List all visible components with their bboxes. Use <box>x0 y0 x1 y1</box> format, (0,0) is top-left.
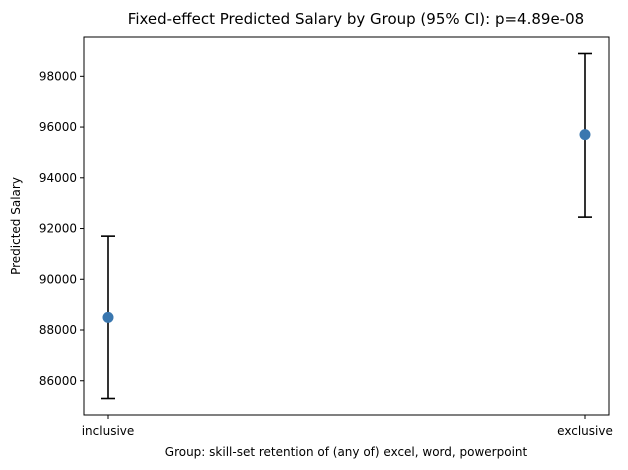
data-point <box>102 311 114 323</box>
chart-title: Fixed-effect Predicted Salary by Group (… <box>128 10 584 28</box>
y-tick-label: 90000 <box>39 272 77 286</box>
x-tick-label: exclusive <box>557 424 613 438</box>
y-tick-label: 86000 <box>39 374 77 388</box>
y-axis-label: Predicted Salary <box>9 177 23 275</box>
y-tick-label: 96000 <box>39 120 77 134</box>
x-axis-label: Group: skill-set retention of (any of) e… <box>165 445 528 459</box>
y-tick-label: 94000 <box>39 171 77 185</box>
plot-frame <box>83 36 610 416</box>
y-tick-label: 92000 <box>39 222 77 236</box>
x-tick-label: inclusive <box>82 424 135 438</box>
data-point <box>579 129 591 141</box>
y-tick-label: 88000 <box>39 323 77 337</box>
y-tick-label: 98000 <box>39 69 77 83</box>
plot-layer: 86000 88000 90000 92000 94000 96000 98000 inclu… <box>39 52 613 438</box>
